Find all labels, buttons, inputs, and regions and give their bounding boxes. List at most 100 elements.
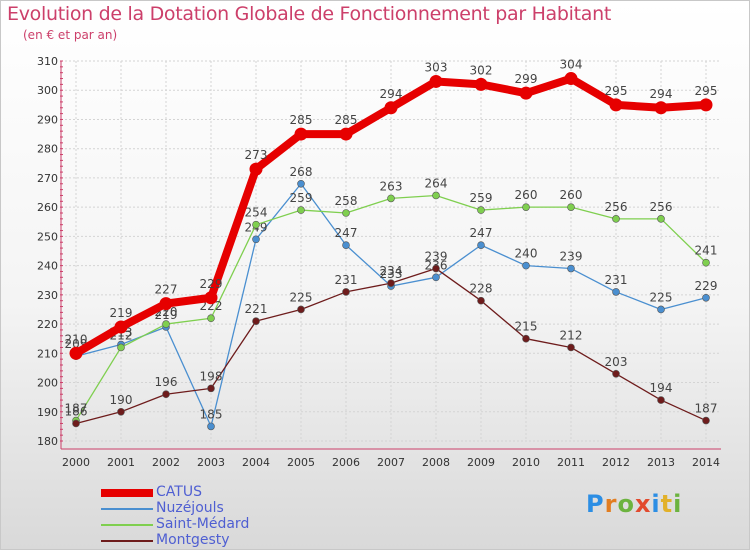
data-label: 294 xyxy=(380,87,403,101)
logo-letter: P xyxy=(586,490,605,518)
y-tick-label: 300 xyxy=(37,84,58,97)
data-label: 303 xyxy=(425,60,448,74)
data-label: 239 xyxy=(560,250,583,264)
data-label: 225 xyxy=(290,290,313,304)
legend-swatch-catus xyxy=(101,489,153,497)
data-point xyxy=(117,343,125,352)
data-label: 247 xyxy=(470,226,493,240)
data-point xyxy=(432,273,440,282)
x-tick-label: 2014 xyxy=(692,456,720,469)
y-tick-label: 270 xyxy=(37,172,58,185)
data-point xyxy=(207,422,215,431)
data-label: 219 xyxy=(155,308,178,322)
x-tick-label: 2004 xyxy=(242,456,270,469)
data-point xyxy=(522,334,530,343)
x-tick-label: 2007 xyxy=(377,456,405,469)
legend-label-catus: CATUS xyxy=(156,484,202,500)
data-point xyxy=(294,127,308,141)
data-point xyxy=(567,264,575,273)
data-label: 196 xyxy=(155,375,178,389)
x-tick-label: 2003 xyxy=(197,456,225,469)
data-label: 215 xyxy=(515,320,538,334)
chart-title: Evolution de la Dotation Globale de Fonc… xyxy=(7,3,612,25)
data-point xyxy=(339,127,353,141)
data-label: 263 xyxy=(380,179,403,193)
data-label: 299 xyxy=(515,72,538,86)
y-tick-label: 190 xyxy=(37,406,58,419)
data-label: 229 xyxy=(200,277,223,291)
data-label: 302 xyxy=(470,63,493,77)
data-label: 231 xyxy=(335,273,358,287)
data-point xyxy=(342,209,350,217)
data-point xyxy=(612,369,620,378)
data-point xyxy=(384,101,398,115)
data-point xyxy=(429,74,443,88)
data-label: 231 xyxy=(605,273,628,287)
x-tick-label: 2008 xyxy=(422,456,450,469)
legend-label-montgesty: Montgesty xyxy=(156,532,230,548)
data-label: 190 xyxy=(110,393,133,407)
data-point xyxy=(387,194,395,203)
data-point xyxy=(477,206,485,214)
x-tick-label: 2002 xyxy=(152,456,180,469)
data-label: 227 xyxy=(155,283,178,297)
legend-label-nuzejouls: Nuzéjouls xyxy=(156,500,224,516)
data-label: 212 xyxy=(560,328,583,342)
data-point xyxy=(207,384,215,393)
data-label: 294 xyxy=(650,87,673,101)
data-label: 285 xyxy=(335,113,358,127)
data-point xyxy=(69,346,83,360)
y-tick-label: 240 xyxy=(37,260,58,273)
data-label: 260 xyxy=(560,188,583,202)
data-point xyxy=(522,261,530,270)
data-point xyxy=(657,305,665,314)
data-point xyxy=(297,179,305,188)
data-label: 240 xyxy=(515,247,538,261)
data-point xyxy=(72,419,80,428)
x-tick-label: 2009 xyxy=(467,456,495,469)
data-label: 198 xyxy=(200,369,223,383)
data-label: 273 xyxy=(245,148,268,162)
x-tick-label: 2006 xyxy=(332,456,360,469)
data-label: 221 xyxy=(245,302,268,316)
data-label: 295 xyxy=(695,84,718,98)
data-label: 259 xyxy=(470,191,493,205)
data-point xyxy=(162,320,170,328)
x-tick-label: 2012 xyxy=(602,456,630,469)
data-point xyxy=(699,98,713,112)
data-label: 194 xyxy=(650,381,673,395)
data-label: 254 xyxy=(245,206,268,220)
data-point xyxy=(567,203,575,211)
y-tick-label: 290 xyxy=(37,113,58,126)
logo-letter: r xyxy=(604,490,618,518)
data-point xyxy=(474,77,488,91)
data-point xyxy=(657,215,665,223)
data-point xyxy=(342,288,350,296)
data-point xyxy=(612,215,620,223)
data-point xyxy=(204,291,218,305)
data-point xyxy=(342,241,350,249)
data-point xyxy=(117,407,125,416)
data-point xyxy=(567,343,575,352)
data-label: 295 xyxy=(605,84,628,98)
data-label: 239 xyxy=(425,250,448,264)
y-tick-label: 230 xyxy=(37,289,58,302)
data-label: 260 xyxy=(515,188,538,202)
x-tick-label: 2011 xyxy=(557,456,585,469)
data-label: 234 xyxy=(380,264,403,278)
data-label: 229 xyxy=(695,279,718,293)
data-label: 304 xyxy=(560,58,583,72)
data-label: 222 xyxy=(200,299,223,313)
data-label: 203 xyxy=(605,355,628,369)
data-label: 210 xyxy=(65,332,88,346)
data-label: 228 xyxy=(470,282,493,296)
data-point xyxy=(522,203,530,211)
data-label: 247 xyxy=(335,226,358,240)
data-point xyxy=(432,264,440,273)
data-label: 256 xyxy=(605,200,628,214)
data-point xyxy=(657,396,665,404)
data-label: 241 xyxy=(695,244,718,258)
chart-subtitle: (en € et par an) xyxy=(23,28,118,42)
